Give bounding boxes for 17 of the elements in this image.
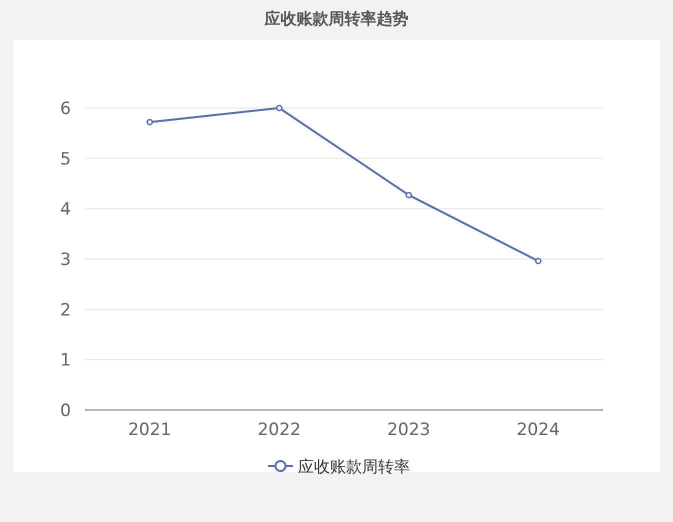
x-tick-label: 2024 xyxy=(516,420,560,440)
point xyxy=(535,258,542,264)
y-tick-label: 3 xyxy=(60,250,71,270)
y-tick-label: 6 xyxy=(60,99,71,119)
legend-label: 应收账款周转率 xyxy=(298,457,410,476)
x-tick-label: 2021 xyxy=(128,420,172,440)
y-tick-label: 4 xyxy=(60,200,71,220)
y-tick-label: 2 xyxy=(60,300,71,320)
y-tick-label: 0 xyxy=(60,401,71,421)
point xyxy=(276,104,282,112)
x-tick-label: 2023 xyxy=(387,420,430,440)
x-tick-label: 2022 xyxy=(258,420,301,440)
y-tick-label: 1 xyxy=(60,350,71,371)
y-tick-label: 5 xyxy=(60,149,71,170)
chart-title: 应收账款周转率趋势 xyxy=(264,9,408,28)
point xyxy=(146,118,153,126)
point xyxy=(406,192,412,198)
